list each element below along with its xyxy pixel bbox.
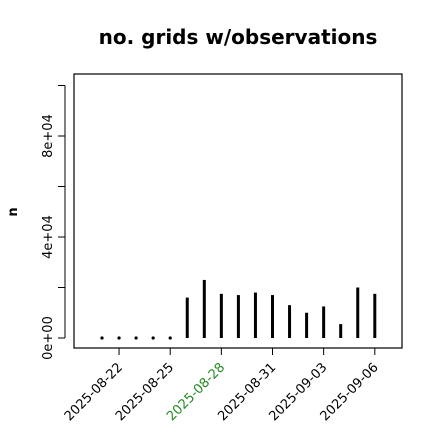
- y-axis-label: n: [6, 207, 21, 216]
- x-axis: 2025-08-222025-08-252025-08-282025-08-31…: [62, 347, 382, 424]
- y-tick-label: 4e+04: [41, 215, 56, 259]
- chart-title: no. grids w/observations: [99, 25, 378, 49]
- bar: [168, 336, 172, 340]
- bar: [117, 336, 121, 340]
- y-tick-label: 0e+00: [41, 316, 56, 360]
- y-tick-label: 8e+04: [41, 114, 56, 158]
- bar: [100, 336, 104, 340]
- y-axis: 0e+00 4e+04 8e+04: [41, 85, 66, 360]
- bars: [100, 279, 377, 340]
- bar: [151, 336, 155, 340]
- bar: [134, 336, 138, 340]
